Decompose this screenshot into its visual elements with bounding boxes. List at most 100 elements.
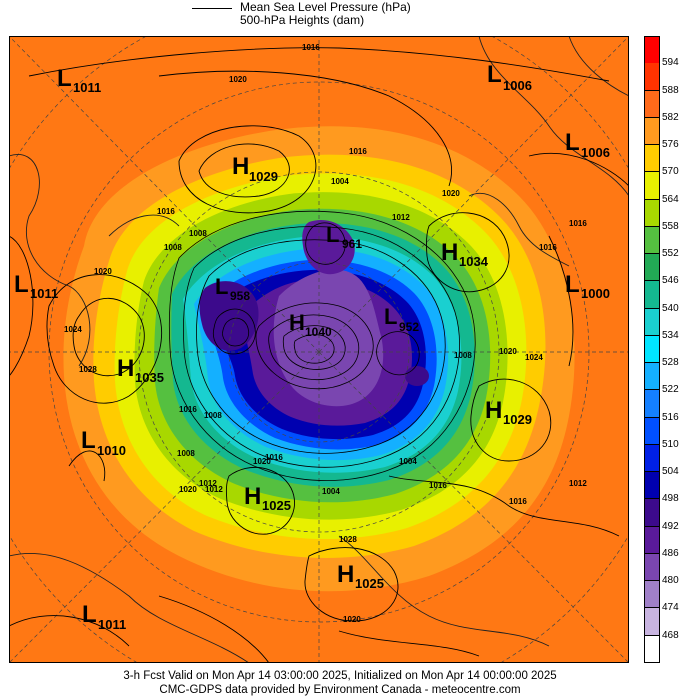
low-pressure-letter: L: [14, 271, 29, 298]
colorbar-swatch: [644, 581, 660, 609]
colorbar-swatch: [644, 635, 660, 663]
isobar-label: 1012: [569, 479, 587, 488]
isobar-label: 1016: [157, 207, 175, 216]
colorbar-tick-label: 546: [662, 275, 679, 287]
high-pressure-value: 1025: [262, 498, 291, 513]
mslp-legend-line-icon: [192, 8, 232, 9]
height-fill-layer: [9, 36, 629, 663]
low-pressure-value: 961: [342, 237, 362, 251]
isobar-label: 1016: [265, 453, 283, 462]
isobar-label: 1016: [179, 405, 197, 414]
colorbar-tick-label: 582: [662, 111, 679, 123]
mslp-legend-label: Mean Sea Level Pressure (hPa): [240, 0, 411, 14]
colorbar-tick-label: 516: [662, 411, 679, 423]
isobar-label: 1016: [569, 219, 587, 228]
colorbar-swatch: [644, 254, 660, 282]
isobar-label: 1020: [253, 457, 271, 466]
low-pressure-value: 1010: [97, 443, 126, 458]
colorbar-tick-label: 594: [662, 57, 679, 69]
isobar-label: 1028: [339, 535, 357, 544]
colorbar-tick-label: 588: [662, 84, 679, 96]
colorbar-tick-label: 534: [662, 329, 679, 341]
colorbar-swatch: [644, 117, 660, 146]
high-pressure-value: 1035: [135, 370, 164, 385]
colorbar-swatch: [644, 145, 660, 173]
colorbar-tick-label: 576: [662, 139, 679, 151]
low-pressure-value: 1000: [581, 286, 610, 301]
isobar-label: 1004: [331, 177, 349, 186]
colorbar-tick-label: 564: [662, 193, 679, 205]
colorbar-tick-label: 558: [662, 220, 679, 232]
colorbar-swatch: [644, 472, 660, 500]
isobar-layer: [9, 47, 629, 663]
isobar-label: 1016: [302, 43, 320, 52]
colorbar-tick-label: 474: [662, 602, 679, 614]
isobar-label: 1020: [229, 75, 247, 84]
coastline-layer: [9, 36, 629, 663]
isobar-label: 1020: [499, 347, 517, 356]
colorbar-swatch: [644, 526, 660, 554]
low-pressure-value: 958: [230, 289, 250, 303]
colorbar-tick-label: 510: [662, 438, 679, 450]
data-credit-caption: CMC-GDPS data provided by Environment Ca…: [159, 684, 521, 696]
isobar-label: 1016: [539, 243, 557, 252]
high-pressure-value: 1025: [355, 576, 384, 591]
colorbar-tick-label: 528: [662, 357, 679, 369]
isobar-label: 1008: [164, 243, 182, 252]
colorbar-swatch: [644, 499, 660, 527]
high-pressure-letter: H: [244, 483, 261, 510]
colorbar-swatch: [644, 36, 660, 65]
high-pressure-letter: H: [117, 355, 134, 382]
high-pressure-letter: H: [485, 397, 502, 424]
polar-isobar-layer: [168, 210, 476, 481]
isobar-label: 1016: [349, 147, 367, 156]
high-pressure-value: 1040: [305, 325, 332, 339]
height-band-lobe-north: [302, 220, 355, 275]
isobar-label: 1012: [199, 479, 217, 488]
colorbar-tick-label: 504: [662, 466, 679, 478]
isobar-label: 1008: [177, 449, 195, 458]
colorbar-swatch: [644, 417, 660, 445]
colorbar-tick-label: 540: [662, 302, 679, 314]
height-band-480: [273, 269, 384, 407]
colorbar-swatch: [644, 199, 660, 227]
high-pressure-letter: H: [232, 153, 249, 180]
isobar-label: 1020: [179, 485, 197, 494]
map-header: Mean Sea Level Pressure (hPa) 500-hPa He…: [0, 0, 680, 34]
colorbar-swatch: [644, 90, 660, 118]
low-pressure-letter: L: [565, 129, 580, 156]
isobar-label: 1012: [392, 213, 410, 222]
height-band-lobe-west: [199, 281, 259, 351]
low-pressure-value: 1011: [30, 286, 58, 301]
isobar-label: 1020: [442, 189, 460, 198]
isobar-label: 1020: [94, 267, 112, 276]
weather-map: 1016 1020 1016 1004 1020 1008 1016 1012 …: [9, 36, 629, 663]
colorbar-swatch: [644, 553, 660, 582]
low-pressure-letter: L: [215, 274, 228, 299]
heights-legend-label: 500-hPa Heights (dam): [240, 13, 365, 27]
weather-map-canvas: 1016 1020 1016 1004 1020 1008 1016 1012 …: [9, 36, 629, 663]
isobar-label: 1016: [509, 497, 527, 506]
low-pressure-value: 1006: [581, 145, 610, 160]
colorbar-tick-label: 480: [662, 575, 679, 587]
colorbar-tick-label: 486: [662, 547, 679, 559]
low-pressure-letter: L: [487, 61, 502, 88]
low-pressure-value: 952: [399, 320, 419, 334]
map-frame: [9, 36, 629, 663]
colorbar-tick-label: 522: [662, 384, 679, 396]
isobar-label: 1016: [429, 481, 447, 490]
colorbar-swatch: [644, 335, 660, 364]
isobar-label: 1024: [525, 353, 543, 362]
low-pressure-letter: L: [57, 65, 72, 92]
pressure-system-layer: L 1011 L 1006 H 1029 L 1006 L 961 H 1034…: [14, 61, 610, 632]
high-pressure-letter: H: [337, 561, 354, 588]
colorbar-tick-label: 552: [662, 248, 679, 260]
colorbar-swatch: [644, 63, 660, 91]
low-pressure-value: 1011: [73, 80, 101, 95]
colorbar-swatch: [644, 226, 660, 255]
valid-time-caption: 3-h Fcst Valid on Mon Apr 14 03:00:00 20…: [123, 670, 557, 682]
height-colorbar: [644, 36, 660, 663]
colorbar-tick-label: 492: [662, 520, 679, 532]
isobar-label: 1008: [189, 229, 207, 238]
isobar-label: 1004: [322, 487, 340, 496]
